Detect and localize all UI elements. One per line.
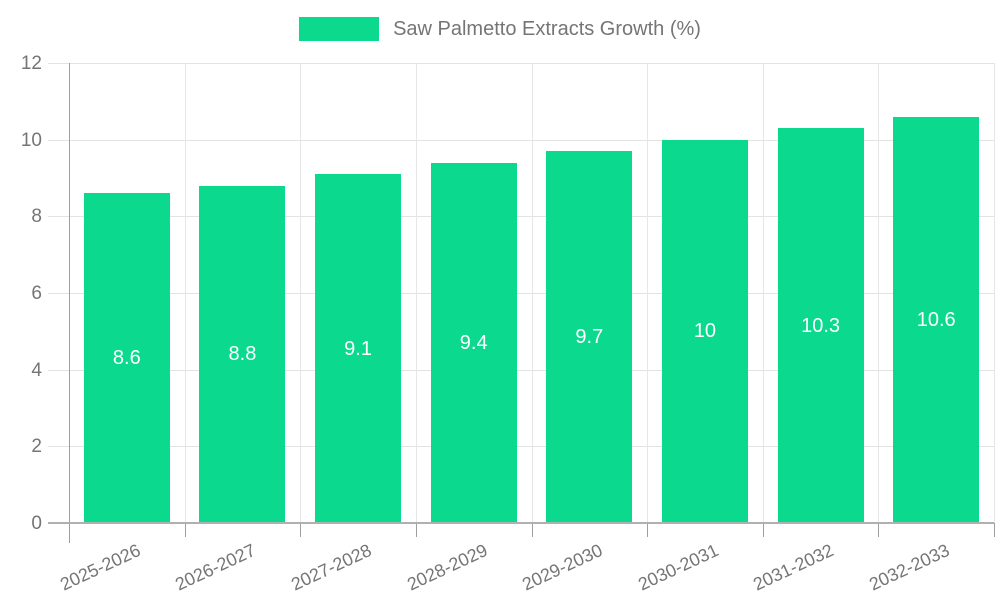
bar-value-label: 10.6 xyxy=(916,308,956,331)
x-tick-label: 2029-2030 xyxy=(519,540,606,595)
y-gridline xyxy=(48,446,994,448)
y-tick-label: 12 xyxy=(20,53,42,74)
bar[interactable] xyxy=(546,151,633,523)
x-gridline xyxy=(994,63,995,523)
x-axis-tick xyxy=(762,523,764,537)
y-gridline xyxy=(48,369,994,371)
bar-value-label: 9.7 xyxy=(575,326,604,349)
x-tick-label: 2026-2027 xyxy=(172,540,259,595)
x-tick-label: 2032-2033 xyxy=(866,540,953,595)
y-tick-label: 6 xyxy=(31,283,42,304)
x-tick-label: 2025-2026 xyxy=(56,540,144,595)
x-gridline xyxy=(531,63,533,523)
x-tick-label: 2030-2031 xyxy=(634,540,722,595)
legend-label[interactable]: Saw Palmetto Extracts Growth (%) xyxy=(393,17,701,40)
x-axis-tick xyxy=(531,523,533,537)
bar[interactable] xyxy=(199,185,286,523)
bar-value-label: 10.3 xyxy=(801,314,841,337)
bar[interactable] xyxy=(661,139,748,523)
x-tick-label: 2031-2032 xyxy=(750,540,838,595)
x-gridline xyxy=(647,63,649,523)
y-gridline xyxy=(48,293,994,294)
bar[interactable] xyxy=(777,128,864,523)
bar[interactable] xyxy=(430,162,517,523)
x-axis-tick xyxy=(69,523,70,543)
y-axis-line xyxy=(69,63,70,523)
x-tick-label: 2027-2028 xyxy=(288,540,375,595)
bar-value-label: 8.8 xyxy=(228,343,257,366)
bar[interactable] xyxy=(83,193,170,523)
y-gridline xyxy=(48,216,994,218)
x-tick-label: 2028-2029 xyxy=(403,540,491,595)
bar-value-label: 10 xyxy=(693,320,717,343)
x-axis-tick xyxy=(300,523,302,537)
y-tick-label: 0 xyxy=(31,513,42,534)
x-axis-tick xyxy=(415,523,417,537)
bar-value-label: 9.4 xyxy=(459,331,488,354)
x-axis-tick xyxy=(184,523,186,537)
y-tick-label: 10 xyxy=(20,129,42,151)
bar-value-label: 9.1 xyxy=(344,337,372,360)
x-gridline xyxy=(762,63,764,523)
legend-swatch[interactable] xyxy=(299,17,380,41)
y-tick-label: 8 xyxy=(31,206,42,228)
x-gridline xyxy=(415,63,417,523)
x-gridline xyxy=(878,63,880,523)
x-gridline xyxy=(184,63,186,523)
bar-value-label: 8.6 xyxy=(112,347,141,370)
x-gridline xyxy=(300,63,302,523)
x-axis-tick xyxy=(994,523,995,537)
y-tick-label: 4 xyxy=(31,359,42,381)
bar[interactable] xyxy=(893,116,980,523)
legend: Saw Palmetto Extracts Growth (%) xyxy=(0,17,1000,41)
y-gridline xyxy=(48,139,994,141)
x-axis-tick xyxy=(878,523,880,537)
y-tick-label: 2 xyxy=(31,436,42,458)
x-axis-line xyxy=(48,522,994,524)
bar[interactable] xyxy=(315,174,402,523)
x-axis-tick xyxy=(647,523,649,537)
y-gridline xyxy=(48,63,994,64)
